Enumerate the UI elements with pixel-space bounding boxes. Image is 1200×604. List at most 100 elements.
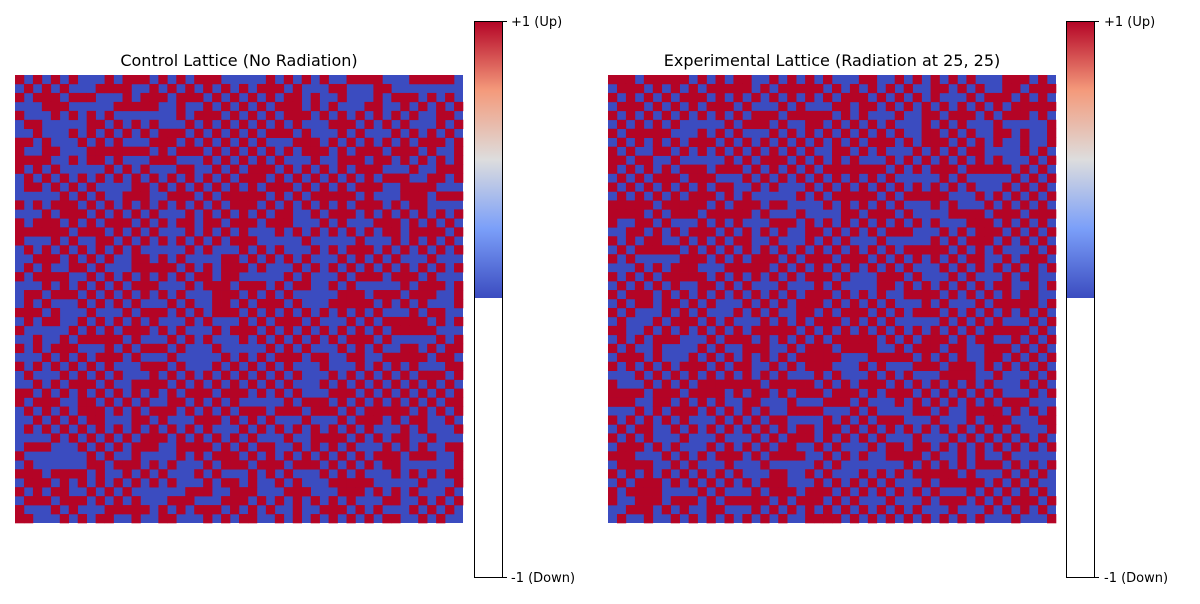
lattice-cell-up — [903, 227, 913, 237]
lattice-cell-up — [319, 307, 329, 318]
lattice-cell-up — [921, 119, 931, 130]
lattice-cell-up — [445, 218, 455, 228]
lattice-cell-up — [1047, 191, 1057, 201]
lattice-cell-up — [158, 155, 168, 165]
lattice-cell-up — [77, 406, 87, 416]
lattice-cell-up — [310, 496, 320, 506]
lattice-cell-up — [68, 263, 79, 273]
control-title: Control Lattice (No Radiation) — [120, 51, 357, 70]
lattice-cell-up — [50, 164, 61, 174]
lattice-cell-up — [1011, 406, 1021, 416]
lattice-cell-up — [625, 182, 636, 192]
lattice-cell-up — [400, 433, 410, 443]
lattice-cell-up — [885, 424, 896, 434]
lattice-cell-up — [697, 361, 707, 371]
lattice-cell-up — [805, 388, 815, 398]
lattice-cell-up — [373, 75, 383, 85]
lattice-cell-up — [796, 83, 806, 94]
lattice-cell-up — [814, 343, 824, 354]
lattice-cell-up — [921, 406, 931, 416]
lattice-cell-up — [212, 299, 222, 309]
lattice-cell-up — [427, 379, 437, 389]
lattice-cell-up — [292, 442, 303, 452]
lattice-cell-up — [751, 146, 761, 156]
lattice-cell-up — [1029, 254, 1039, 264]
lattice-cell-up — [113, 146, 123, 156]
lattice-cell-up — [41, 146, 52, 156]
lattice-cell-up — [894, 272, 904, 282]
lattice-cell-up — [742, 209, 752, 219]
lattice-cell-up — [742, 155, 752, 165]
lattice-cell-up — [337, 200, 347, 210]
lattice-cell-up — [858, 343, 869, 354]
lattice-cell-up — [975, 83, 985, 94]
lattice-cell-up — [1047, 209, 1057, 219]
lattice-cell-up — [337, 299, 347, 309]
lattice-cell-up — [966, 92, 976, 103]
lattice-cell-up — [796, 137, 806, 147]
lattice-cell-up — [1047, 101, 1057, 112]
lattice-cell-up — [724, 263, 734, 273]
lattice-cell-up — [1029, 460, 1039, 470]
lattice-cell-up — [975, 137, 985, 147]
lattice-cell-up — [885, 451, 896, 461]
lattice-cell-up — [751, 200, 761, 210]
lattice-cell-up — [814, 281, 824, 291]
lattice-cell-up — [769, 182, 779, 192]
lattice-cell-up — [176, 110, 186, 121]
lattice-cell-up — [346, 191, 356, 201]
lattice-cell-up — [131, 424, 141, 434]
lattice-cell-up — [265, 92, 276, 103]
lattice-cell-up — [230, 325, 240, 336]
control-colorbar-label-bottom: -1 (Down) — [511, 571, 575, 586]
lattice-cell-up — [993, 227, 1003, 237]
lattice-cell-up — [957, 478, 967, 488]
lattice-cell-up — [203, 424, 213, 434]
lattice-cell-up — [373, 254, 383, 264]
lattice-cell-up — [661, 218, 672, 228]
lattice-cell-up — [167, 191, 177, 201]
lattice-cell-up — [427, 307, 437, 318]
lattice-cell-up — [32, 272, 43, 282]
lattice-cell-up — [113, 496, 123, 506]
lattice-cell-up — [158, 514, 168, 524]
lattice-cell-up — [1020, 487, 1030, 497]
lattice-cell-up — [796, 307, 806, 318]
lattice-cell-up — [957, 496, 967, 506]
lattice-cell-up — [427, 173, 437, 183]
lattice-cell-up — [688, 361, 698, 371]
lattice-cell-up — [185, 191, 195, 201]
lattice-cell-up — [256, 263, 267, 273]
lattice-cell-up — [697, 469, 707, 479]
lattice-cell-up — [921, 155, 931, 165]
lattice-cell-up — [346, 514, 356, 524]
lattice-cell-up — [1038, 469, 1048, 479]
lattice-cell-up — [832, 146, 842, 156]
lattice-cell-up — [1038, 110, 1048, 121]
lattice-cell-up — [876, 469, 887, 479]
lattice-cell-up — [230, 307, 240, 318]
lattice-cell-up — [1020, 325, 1030, 336]
lattice-cell-up — [1029, 496, 1039, 506]
lattice-cell-up — [409, 75, 419, 85]
lattice-cell-up — [212, 128, 222, 139]
lattice-cell-up — [409, 218, 419, 228]
lattice-cell-up — [328, 173, 338, 183]
lattice-cell-up — [185, 424, 195, 434]
lattice-cell-up — [966, 379, 976, 389]
lattice-cell-up — [634, 83, 645, 94]
lattice-cell-up — [840, 164, 851, 174]
lattice-cell-up — [625, 92, 636, 103]
lattice-cell-up — [59, 83, 70, 94]
lattice-cell-up — [149, 433, 159, 443]
lattice-cell-up — [427, 236, 437, 246]
lattice-cell-up — [805, 487, 815, 497]
lattice-cell-up — [966, 254, 976, 264]
lattice-cell-up — [355, 146, 365, 156]
lattice-cell-up — [778, 83, 788, 94]
lattice-cell-up — [832, 424, 842, 434]
lattice-cell-up — [59, 343, 70, 354]
lattice-cell-up — [95, 83, 105, 94]
lattice-cell-up — [328, 83, 338, 94]
lattice-cell-up — [1002, 487, 1012, 497]
